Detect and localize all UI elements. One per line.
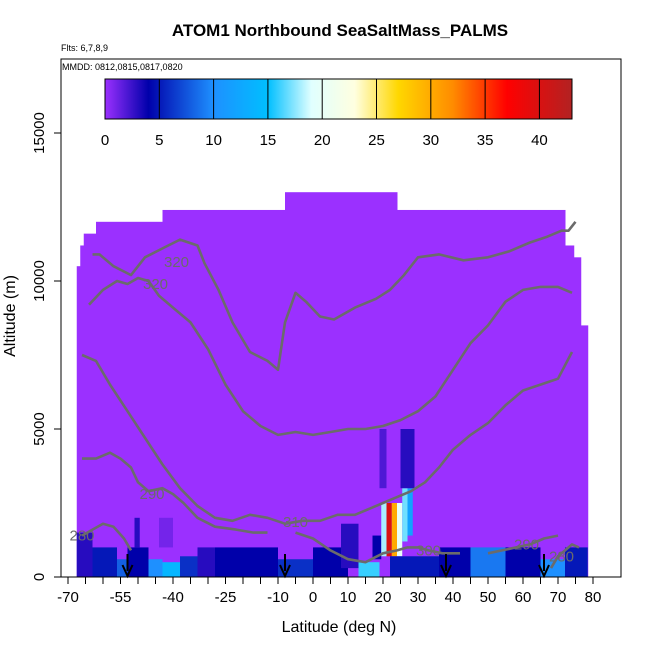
data-cell-7	[197, 547, 215, 577]
colorbar-tick-label-25: 25	[368, 132, 385, 149]
arrow-head	[538, 564, 550, 579]
coverage-column-9	[573, 257, 582, 577]
colorbar: 0 5 10 15 20 25 30 35 40	[101, 78, 573, 149]
contour-line-280	[549, 543, 580, 569]
contour-line-320	[92, 220, 577, 372]
contour-label-280: 280	[69, 528, 94, 545]
data-cell-2	[117, 559, 128, 577]
contour-label-320: 320	[164, 254, 189, 271]
x-tick-label-10: 10	[340, 589, 357, 606]
data-cell-23	[379, 429, 387, 489]
flight-arrow-2	[440, 554, 452, 579]
coverage-column-4	[162, 209, 286, 577]
contour-line-320	[88, 276, 573, 437]
x-tick-label-80: 80	[585, 589, 602, 606]
flights-note: Flts: 6,7,8,9	[61, 43, 108, 53]
data-cell-9	[159, 517, 173, 548]
data-cell-27	[505, 547, 541, 577]
plot-frame	[60, 58, 622, 578]
contour-label-300: 300	[416, 542, 441, 559]
contour-label-290: 290	[139, 486, 164, 503]
colorbar-tick-label-0: 0	[101, 132, 109, 149]
colorbar-tick-label-35: 35	[477, 132, 494, 149]
contour-line-290	[82, 451, 268, 534]
contour-line-280	[81, 522, 133, 552]
y-tick-label-5000: 5000	[31, 412, 48, 445]
data-cell-16	[381, 503, 387, 557]
data-cell-18	[391, 503, 397, 557]
contour-label-280: 280	[549, 548, 574, 565]
data-cell-0	[76, 532, 93, 577]
x-tick-label-50: 50	[480, 589, 497, 606]
arrow-head	[121, 564, 134, 579]
coverage-column-7	[477, 209, 566, 577]
contour-label-310: 310	[283, 514, 308, 531]
axes: -70 -55 -40 -25 -10 0 10 20 30 40 50 60 70 8005000100…	[31, 112, 601, 606]
colorbar-tick-label-40: 40	[531, 132, 548, 149]
x-tick-label-20: 20	[375, 589, 392, 606]
x-axis-label: Latitude (deg N)	[282, 619, 397, 636]
x-tick-label-0: 0	[309, 589, 317, 606]
contour-lines: 320 320 310 290 280 300 290 280	[69, 220, 580, 569]
arrow-head	[279, 564, 291, 579]
data-cell-21	[407, 488, 413, 536]
data-cell-19	[397, 503, 403, 557]
contour-label-320: 320	[143, 276, 168, 293]
data-cell-3	[127, 547, 149, 577]
y-tick-label-10000: 10000	[31, 260, 48, 302]
x-tick-label--10: -10	[267, 589, 289, 606]
x-tick-label-40: 40	[445, 589, 462, 606]
x-tick-label--55: -55	[110, 589, 132, 606]
coverage-column-10	[580, 325, 589, 577]
y-axis-label: Altitude (m)	[2, 275, 19, 357]
x-tick-label--70: -70	[57, 589, 79, 606]
data-cell-6	[180, 556, 198, 577]
data-cell-4	[148, 559, 163, 577]
data-cell-17	[386, 503, 392, 557]
x-tick-label-70: 70	[550, 589, 567, 606]
contour-line-310	[81, 351, 574, 525]
data-cell-10	[215, 547, 278, 577]
data-cell-15	[372, 535, 382, 560]
colorbar-tick-label-5: 5	[155, 132, 163, 149]
colorbar-bar	[104, 78, 573, 120]
colorbar-tick-label-30: 30	[422, 132, 439, 149]
data-cell-20	[402, 488, 408, 542]
x-tick-label-30: 30	[410, 589, 427, 606]
data-cell-14	[358, 562, 380, 577]
coverage-column-3	[96, 221, 163, 578]
coverage-column-2	[83, 233, 97, 577]
contour-line-300	[295, 531, 460, 564]
coverage-column-8	[565, 245, 575, 578]
arrow-head	[440, 564, 452, 579]
data-cell-1	[92, 547, 117, 577]
x-tick-label--40: -40	[162, 589, 184, 606]
x-tick-label--25: -25	[215, 589, 237, 606]
data-cell-5	[162, 562, 180, 577]
data-cell-29	[565, 547, 588, 577]
flight-arrows	[121, 554, 550, 579]
contour-line-290	[487, 534, 559, 555]
y-tick-label-15000: 15000	[31, 112, 48, 154]
plot-area	[76, 192, 589, 578]
coverage-column-1	[80, 245, 85, 578]
coverage-column-0	[76, 266, 81, 577]
chart-title: ATOM1 Northbound SeaSaltMass_PALMS	[172, 21, 508, 40]
flight-arrow-3	[538, 554, 550, 579]
data-cell-24	[390, 556, 439, 577]
flight-arrow-1	[279, 554, 291, 579]
colorbar-tick-label-20: 20	[314, 132, 331, 149]
flight-arrow-0	[121, 554, 134, 579]
x-tick-label-60: 60	[515, 589, 532, 606]
date-note: MMDD: 0812,0815,0817,0820	[62, 62, 183, 72]
coverage-column-5	[285, 192, 398, 577]
data-cell-8	[134, 517, 140, 548]
colorbar-tick-label-10: 10	[205, 132, 222, 149]
contour-label-290: 290	[514, 536, 539, 553]
y-tick-label-0: 0	[31, 573, 48, 581]
colorbar-tick-label-15: 15	[260, 132, 277, 149]
data-cell-22	[400, 429, 415, 489]
